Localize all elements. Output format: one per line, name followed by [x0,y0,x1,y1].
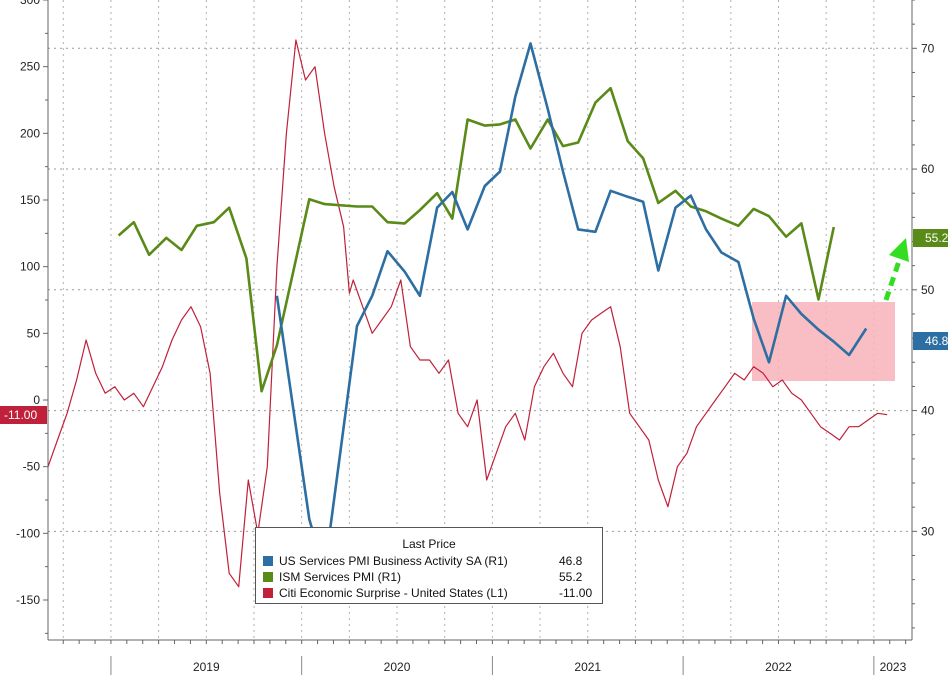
right-axis-ticks: 70 60 50 40 30 [912,0,935,629]
series-line-ism [117,86,836,393]
left-tick-label: -150 [16,593,40,607]
pmi-last-value: 46.8 [925,334,948,348]
legend-entry-citi: Citi Economic Surprise - United States (… [256,585,602,601]
left-tick-label: 200 [20,126,40,140]
x-tick-label: 2023 [880,660,907,674]
legend: Last Price US Services PMI Business Acti… [255,527,603,604]
left-tick-label: 50 [27,326,41,340]
x-tick-label: 2022 [765,660,792,674]
trend-arrow-shaft [883,257,903,301]
x-tick-label: 2019 [193,660,220,674]
series-line-pmi [275,42,868,573]
legend-label-pmi: US Services PMI Business Activity SA (R1… [279,554,508,568]
legend-entry-pmi: US Services PMI Business Activity SA (R1… [256,553,602,569]
x-tick-label: 2021 [574,660,601,674]
left-tick-label: -100 [16,526,40,540]
ism-last-value: 55.2 [925,231,948,245]
x-axis-ticks: 2019 2020 2021 2022 2023 [62,640,907,675]
left-tick-label: 0 [33,393,40,407]
right-tick-label: 30 [921,524,935,538]
legend-entry-ism: ISM Services PMI (R1) 55.2 [256,569,602,585]
left-axis-ticks: 300 250 200 150 100 50 0 -50 -100 -150 [16,0,48,634]
trend-arrow-icon [889,238,909,262]
ism-last-value-badge: 55.2 [913,229,948,247]
legend-label-ism: ISM Services PMI (R1) [279,570,402,584]
left-tick-label: 250 [20,60,40,74]
series-layer [47,39,888,588]
right-tick-label: 60 [921,162,935,176]
legend-value-citi: -11.00 [559,586,593,600]
highlight-region [752,302,895,381]
right-tick-label: 70 [921,41,935,55]
legend-value-ism: 55.2 [559,570,583,584]
legend-title: Last Price [402,537,456,551]
series-line-citi [47,39,888,588]
citi-last-value-badge: -11.00 [0,406,48,424]
pmi-last-value-badge: 46.8 [913,332,948,350]
right-tick-label: 50 [921,283,935,297]
legend-value-pmi: 46.8 [559,554,583,568]
left-tick-label: 300 [20,0,40,7]
citi-last-value: -11.00 [4,408,38,422]
legend-swatch-citi [263,588,273,598]
legend-label-citi: Citi Economic Surprise - United States (… [279,586,508,600]
x-tick-label: 2020 [384,660,411,674]
right-tick-label: 40 [921,404,935,418]
left-tick-label: -50 [23,460,41,474]
legend-swatch-ism [263,572,273,582]
left-tick-label: 100 [20,260,40,274]
legend-swatch-pmi [263,556,273,566]
left-tick-label: 150 [20,193,40,207]
